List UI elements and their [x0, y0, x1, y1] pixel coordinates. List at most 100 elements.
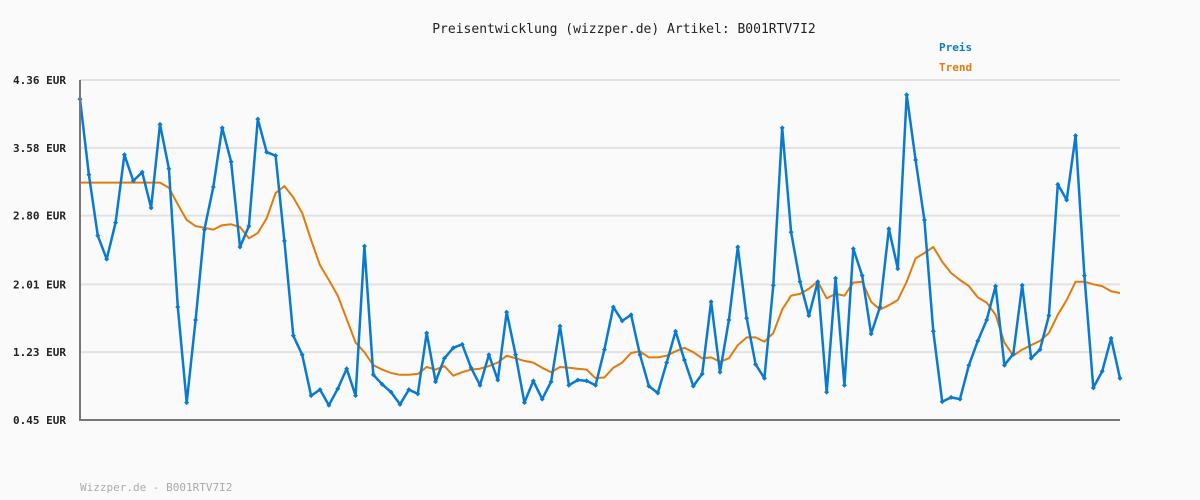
data-point [850, 246, 856, 252]
data-point [841, 382, 847, 388]
data-point [824, 389, 830, 395]
data-point [770, 282, 776, 288]
data-point [966, 362, 972, 368]
data-point [273, 153, 279, 159]
data-point [495, 377, 501, 383]
data-point [450, 345, 456, 351]
data-point [806, 313, 812, 319]
data-point [201, 227, 207, 233]
data-point [415, 391, 421, 397]
data-point [1010, 351, 1016, 357]
y-tick-label: 3.58 EUR [13, 142, 66, 155]
data-point [930, 328, 936, 334]
data-point [433, 379, 439, 385]
data-point [353, 393, 359, 399]
data-point [984, 317, 990, 323]
data-point [166, 166, 172, 172]
data-point [619, 318, 625, 324]
y-tick-label: 4.36 EUR [13, 74, 66, 87]
data-point [228, 159, 234, 165]
data-point [655, 390, 661, 396]
series-layer [77, 92, 1123, 408]
data-point [673, 328, 679, 334]
data-point [1055, 181, 1061, 187]
data-point [504, 309, 510, 315]
data-point [593, 382, 599, 388]
data-point [575, 377, 581, 383]
data-point [957, 396, 963, 402]
data-point [539, 396, 545, 402]
data-point [130, 178, 136, 184]
data-point [139, 169, 145, 175]
data-point [637, 352, 643, 358]
data-point [175, 304, 181, 310]
data-point [913, 157, 919, 163]
data-point [370, 372, 376, 378]
data-point [610, 304, 616, 310]
data-point [646, 383, 652, 389]
data-point [406, 387, 412, 393]
data-point [904, 92, 910, 98]
data-point [210, 184, 216, 190]
data-point [219, 125, 225, 131]
data-point [717, 369, 723, 375]
data-point [735, 244, 741, 250]
data-point [1001, 362, 1007, 368]
legend-preis: Preis [939, 41, 972, 54]
y-axis-ticks: 4.36 EUR 3.58 EUR 2.80 EUR 2.01 EUR 1.23 EUR… [13, 74, 66, 427]
data-point [193, 317, 199, 323]
data-point [513, 352, 519, 358]
data-point [237, 244, 243, 250]
data-point [584, 378, 590, 384]
data-point [521, 400, 527, 406]
data-point [628, 312, 634, 318]
data-point [566, 382, 572, 388]
data-point [1019, 282, 1025, 288]
data-point [397, 401, 403, 407]
data-point [104, 256, 110, 262]
data-point [1028, 355, 1034, 361]
data-point [708, 299, 714, 305]
data-point [833, 275, 839, 281]
data-point [1081, 273, 1087, 279]
data-point [753, 361, 759, 367]
data-point [681, 357, 687, 363]
data-point [548, 379, 554, 385]
data-point [948, 394, 954, 400]
data-point [788, 229, 794, 235]
data-point [1099, 368, 1105, 374]
data-point [939, 399, 945, 405]
data-point [184, 400, 190, 406]
data-point [468, 365, 474, 371]
data-point [859, 273, 865, 279]
data-point [779, 125, 785, 131]
data-point [95, 233, 101, 239]
data-point [601, 347, 607, 353]
data-point [744, 315, 750, 321]
data-point [975, 338, 981, 344]
data-point [290, 333, 296, 339]
data-point [815, 279, 821, 285]
series-line-preis [78, 93, 1122, 407]
chart-title: Preisentwicklung (wizzper.de) Artikel: B… [432, 22, 816, 37]
series-line-trend [80, 181, 1121, 380]
data-point [921, 217, 927, 223]
data-point [157, 121, 163, 127]
data-point [344, 366, 350, 372]
data-point [1046, 313, 1052, 319]
data-point [530, 378, 536, 384]
data-point [1090, 385, 1096, 391]
data-point [699, 371, 705, 377]
legend-trend: Trend [939, 61, 972, 74]
data-point [664, 360, 670, 366]
data-point [388, 389, 394, 395]
data-point [424, 330, 430, 336]
data-point [281, 238, 287, 244]
data-point [1037, 347, 1043, 353]
y-tick-label: 2.80 EUR [13, 210, 66, 223]
data-point [255, 116, 261, 122]
data-point [761, 375, 767, 381]
data-point [993, 283, 999, 289]
data-point [326, 402, 332, 408]
data-point [486, 352, 492, 358]
